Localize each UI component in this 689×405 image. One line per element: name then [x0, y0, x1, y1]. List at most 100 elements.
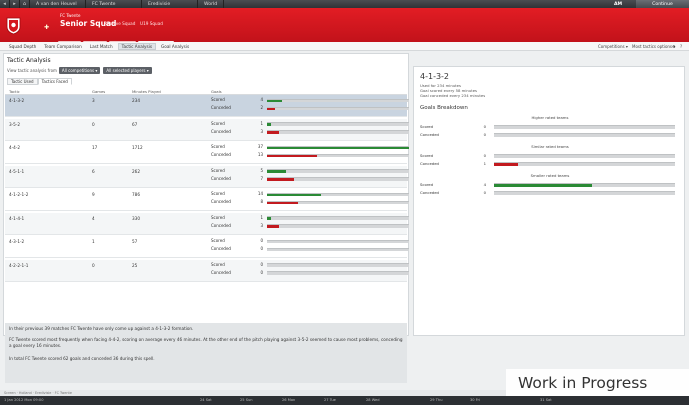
- conceded-label: Conceded: [211, 222, 231, 228]
- u19-squad-link[interactable]: U19 Squad: [140, 21, 163, 26]
- conceded-value: 0: [483, 190, 486, 195]
- conceded-bar-fill: [267, 154, 317, 157]
- scored-bar-fill: [267, 217, 271, 220]
- table-row[interactable]: 4-5-1-1 6 262 Scored 5 Conceded 7: [5, 165, 409, 188]
- players-filter-value: All selected players: [106, 68, 146, 73]
- scored-bar: [267, 98, 409, 102]
- options-dropdown[interactable]: Most tactics options ▾: [632, 44, 676, 49]
- table-row[interactable]: 4-2-2-1-1 0 25 Scored 0 Conceded 0: [5, 259, 409, 282]
- minutes-value: 786: [132, 192, 140, 197]
- calendar-day[interactable]: 29 Thu: [430, 398, 443, 402]
- players-filter[interactable]: All selected players ▾: [103, 67, 152, 74]
- reserve-squad-link[interactable]: Reserve Squad: [104, 21, 136, 26]
- competitions-dropdown[interactable]: Competitions ▾: [598, 44, 628, 49]
- scored-label: Scored: [211, 191, 225, 196]
- club-header: ✚ FC Twente Senior Squad Reserve Squad U…: [0, 8, 689, 49]
- competitions-label: Competitions: [598, 44, 625, 49]
- minutes-value: 67: [132, 121, 138, 127]
- scored-label: Scored: [420, 124, 434, 129]
- subnav-tactic-analysis[interactable]: Tactic Analysis: [117, 42, 157, 50]
- formation-title: 4-1-3-2: [420, 72, 450, 81]
- help-icon[interactable]: ?: [680, 44, 683, 49]
- conceded-bar-fill: [267, 225, 279, 228]
- conceded-value: 2: [260, 105, 263, 110]
- scored-bar: [494, 183, 675, 187]
- col-tactic[interactable]: Tactic: [9, 89, 20, 94]
- scored-value: 0: [260, 238, 263, 243]
- col-games[interactable]: Games: [92, 89, 106, 94]
- filter-label: View tactic analysis from: [7, 68, 57, 73]
- summary-line: In total FC Twente scored 62 goals and c…: [9, 356, 155, 361]
- scored-bar-fill: [267, 193, 321, 196]
- home-icon[interactable]: ⌂: [20, 0, 30, 8]
- continue-button[interactable]: Continue: [636, 0, 689, 8]
- club-name: FC Twente: [60, 13, 81, 18]
- tactic-name: 4-1-4-1: [9, 215, 25, 221]
- conceded-bar-fill: [267, 178, 294, 181]
- conceded-value: 8: [260, 199, 263, 204]
- scored-label: Scored: [420, 182, 434, 187]
- calendar-day[interactable]: 30 Fri: [470, 398, 480, 402]
- scored-label: Scored: [211, 97, 225, 102]
- work-in-progress-watermark: Work in Progress: [506, 369, 689, 396]
- crumb-club[interactable]: FC Twente: [86, 0, 142, 8]
- scored-label: Scored: [211, 214, 225, 220]
- conceded-label: Conceded: [211, 199, 231, 204]
- team-group-label: Similar rated teams: [531, 144, 569, 149]
- table-row[interactable]: 4-3-1-2 1 57 Scored 0 Conceded 0: [5, 236, 409, 258]
- calendar-day[interactable]: 26 Mon: [282, 398, 296, 402]
- conceded-bar: [267, 224, 409, 228]
- crumb-manager[interactable]: A van den Heuvel: [30, 0, 86, 8]
- subnav-goal-analysis[interactable]: Goal Analysis: [161, 43, 190, 49]
- breadcrumb[interactable]: Screen · Holland · Eredivisie · FC Twent…: [0, 390, 689, 396]
- games-value: 4: [92, 215, 95, 221]
- table-row[interactable]: 4-1-2-1-2 9 786 Scored 14 Conceded 8: [5, 189, 409, 211]
- games-value: 17: [92, 145, 98, 150]
- sub-navigation: Squad Depth Team Comparison Last Match T…: [0, 42, 689, 51]
- calendar-day[interactable]: 31 Sat: [540, 398, 552, 402]
- tactic-name: 4-5-1-1: [9, 168, 25, 174]
- table-row[interactable]: 4-4-2 17 1712 Scored 37 Conceded 13: [5, 142, 409, 164]
- table-row[interactable]: 3-5-2 0 67 Scored 1 Conceded 3: [5, 118, 409, 141]
- conceded-bar-fill: [267, 201, 298, 204]
- tactic-name: 4-4-2: [9, 145, 21, 150]
- minutes-value: 1712: [132, 145, 143, 150]
- calendar-bar: 1 Jan 2012 Mon 09:00 24 Sat 25 Sun 26 Mo…: [0, 396, 689, 405]
- scored-bar-fill: [494, 184, 592, 187]
- panel-title: Tactic Analysis: [7, 57, 51, 64]
- minutes-value: 57: [132, 239, 138, 244]
- table-row[interactable]: 4-1-4-1 4 330 Scored 1 Conceded 3: [5, 212, 409, 235]
- forward-icon[interactable]: ▸: [10, 0, 20, 8]
- table-header: Tactic Games Minutes Played Goals: [5, 89, 407, 95]
- col-minutes[interactable]: Minutes Played: [132, 89, 161, 94]
- table-row[interactable]: 4-1-3-2 3 234 Scored 4 Conceded 2: [5, 95, 409, 117]
- calendar-day[interactable]: 25 Sun: [240, 398, 253, 402]
- calendar-day[interactable]: 27 Tue: [324, 398, 336, 402]
- col-goals[interactable]: Goals: [211, 89, 222, 94]
- calendar-day[interactable]: 24 Sat: [200, 398, 212, 402]
- current-date: 1 Jan 2012 Mon 09:00: [4, 398, 44, 402]
- subnav-team-comparison[interactable]: Team Comparison: [44, 43, 82, 49]
- back-icon[interactable]: ◂: [0, 0, 10, 8]
- conceded-bar-fill: [267, 107, 275, 110]
- settings-icon[interactable]: ⚙: [672, 44, 676, 49]
- crumb-world[interactable]: World: [198, 0, 225, 8]
- scored-value: 14: [257, 191, 263, 196]
- goals-breakdown-panel: 4-1-3-2 Used for 234 minutes Goal scored…: [413, 66, 685, 336]
- competition-filter[interactable]: All competitions ▾: [58, 67, 101, 74]
- club-crest-icon: [6, 17, 21, 35]
- calendar-day[interactable]: 28 Wed: [366, 398, 380, 402]
- subtab-tactic-used[interactable]: Tactic Used: [7, 78, 38, 85]
- scored-label: Scored: [420, 153, 434, 158]
- flag-cross-icon: ✚: [44, 24, 50, 31]
- crumb-league[interactable]: Eredivisie: [142, 0, 198, 8]
- scored-label: Scored: [211, 120, 225, 126]
- conceded-bar: [494, 133, 675, 137]
- subnav-last-match[interactable]: Last Match: [89, 43, 113, 49]
- conceded-value: 0: [483, 132, 486, 137]
- subnav-squad-depth[interactable]: Squad Depth: [9, 43, 37, 49]
- games-value: 3: [92, 98, 95, 103]
- conceded-bar-fill: [267, 131, 279, 134]
- subtab-tactics-faced[interactable]: Tactics Faced: [37, 78, 72, 85]
- conceded-label: Conceded: [211, 105, 231, 110]
